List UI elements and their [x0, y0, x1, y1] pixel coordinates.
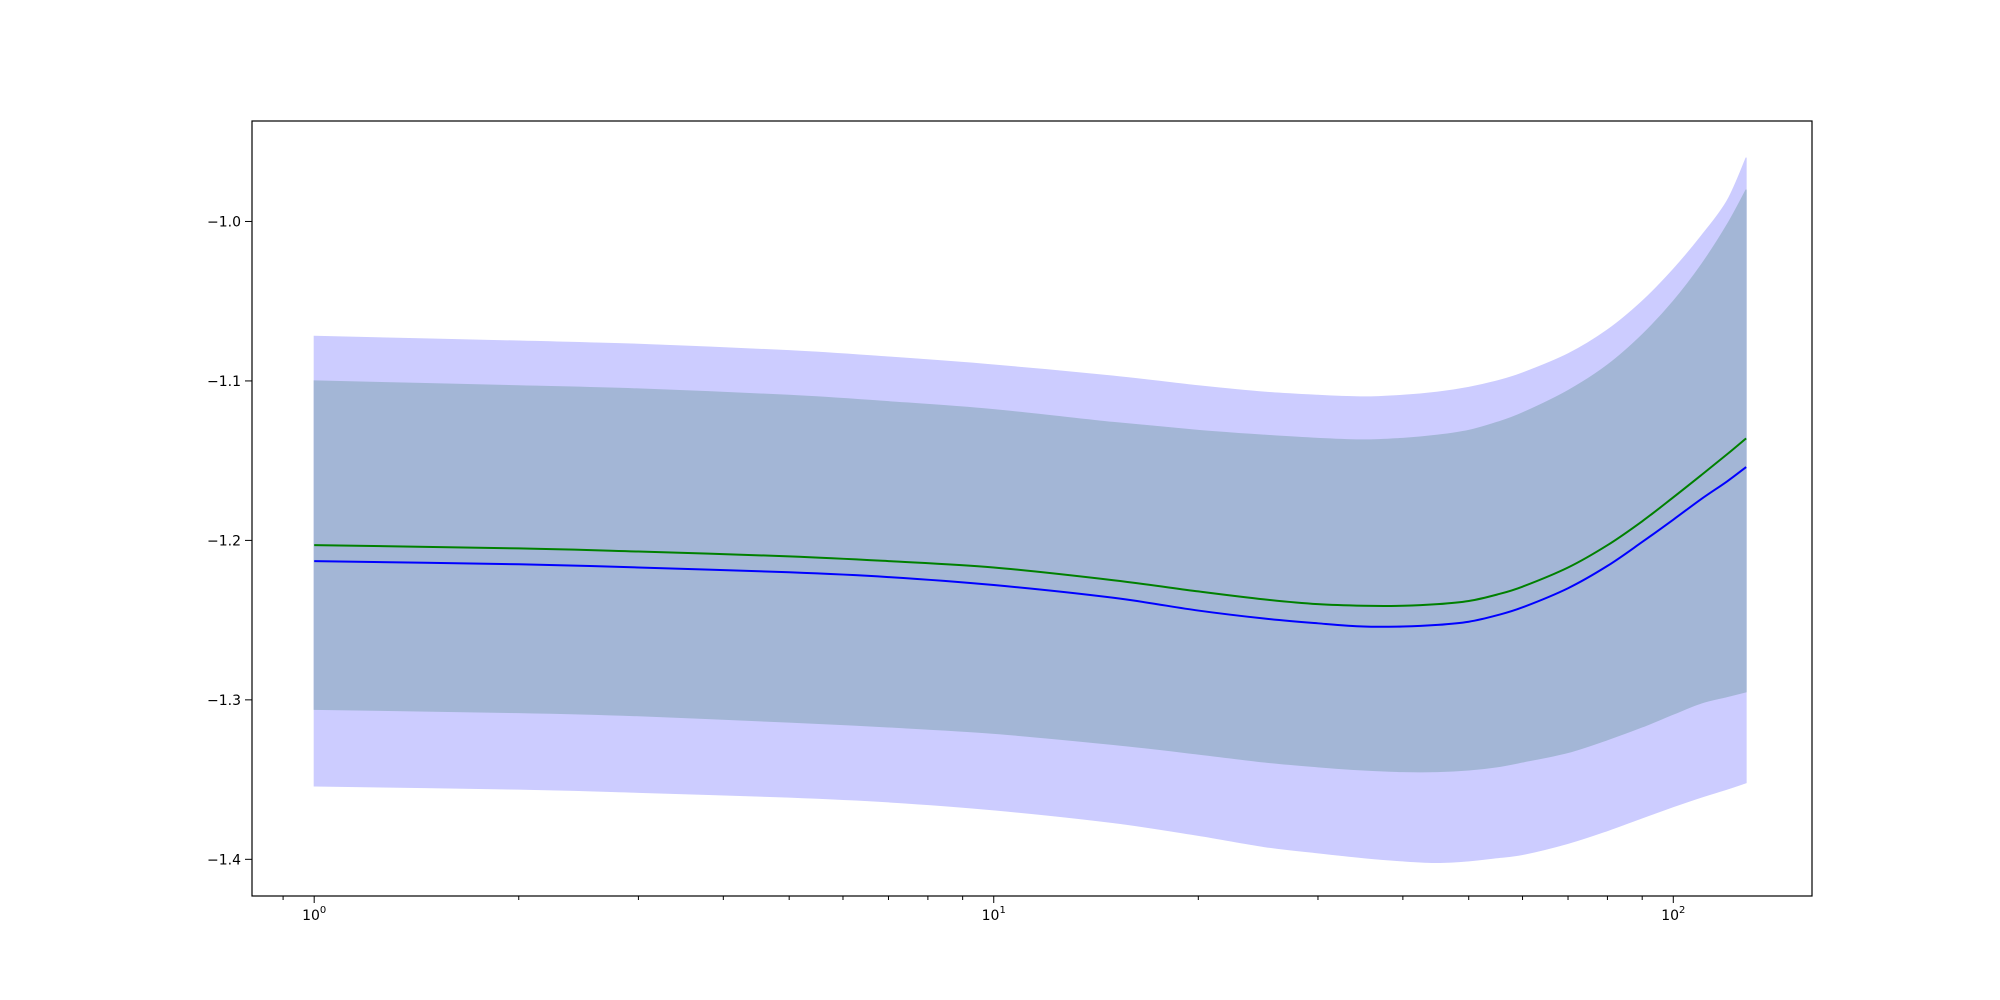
- x-tick-label-3: 102: [1661, 905, 1685, 924]
- x-axis: 100 101 102: [282, 896, 1685, 924]
- x-tick-label-1: 100: [302, 905, 326, 924]
- bands-layer: [313, 157, 1747, 864]
- lines-layer: [314, 437, 1747, 628]
- y-tick-label-1: −1.0: [207, 214, 241, 230]
- y-tick-label-4: −1.3: [207, 693, 241, 709]
- series-line-1: [314, 437, 1747, 607]
- x-tick-label-2: 101: [982, 905, 1006, 924]
- confidence-band-2: [313, 189, 1747, 773]
- y-axis: −1.0 −1.1 −1.2 −1.3 −1.4: [207, 214, 252, 868]
- y-tick-label-3: −1.2: [207, 533, 241, 549]
- y-tick-label-2: −1.1: [207, 374, 241, 390]
- plot-frame: [251, 120, 1813, 897]
- series-line-2: [314, 466, 1747, 628]
- y-tick-label-5: −1.4: [207, 852, 241, 868]
